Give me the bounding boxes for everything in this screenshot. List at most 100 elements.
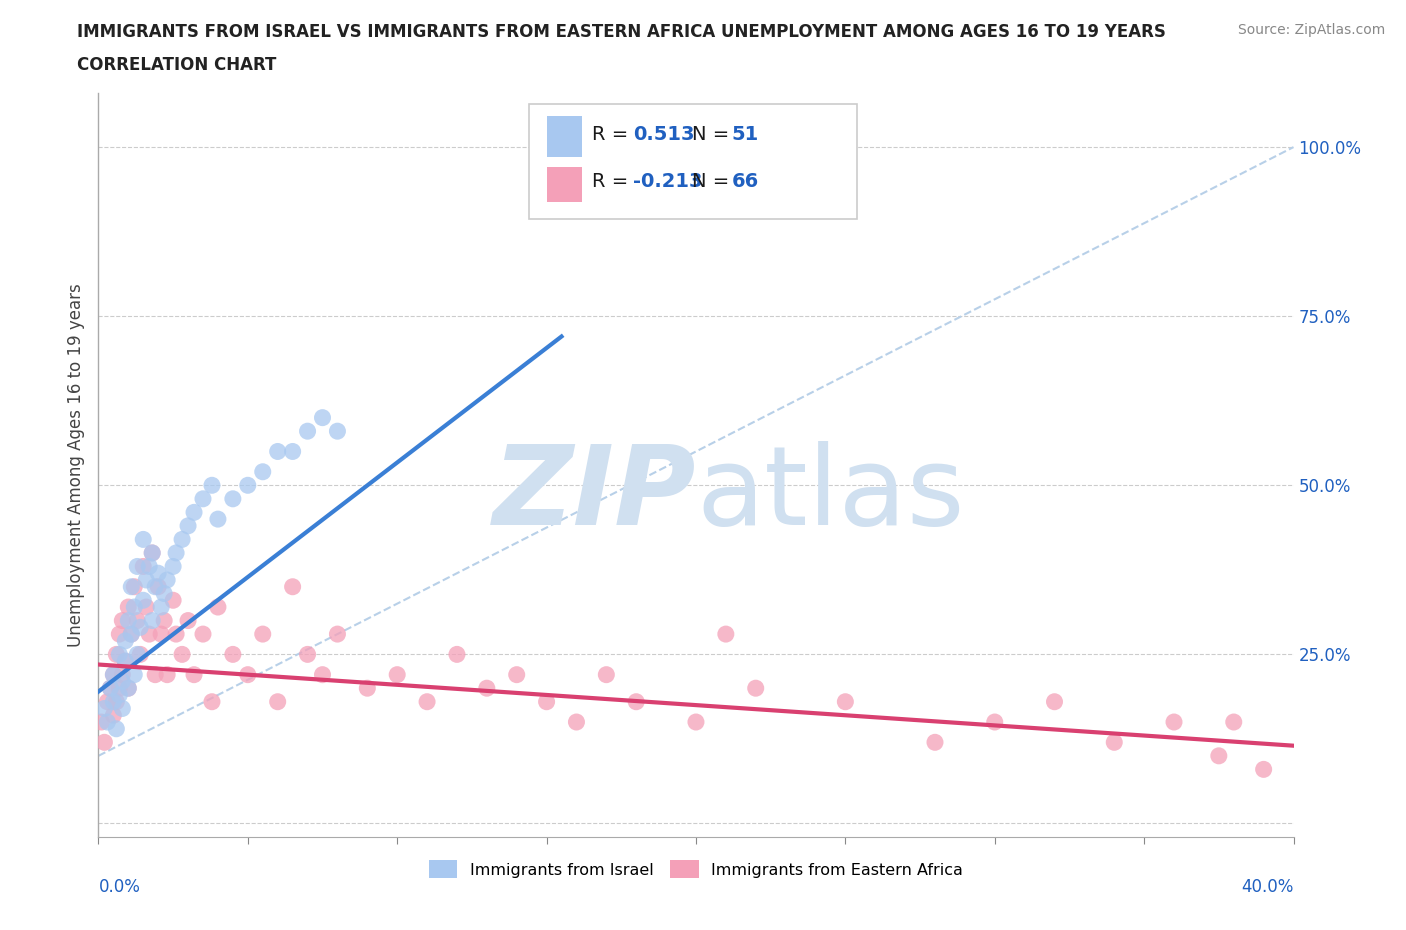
Bar [547,167,582,202]
Y-axis label: Unemployment Among Ages 16 to 19 years: Unemployment Among Ages 16 to 19 years [66,283,84,647]
Point [506,667,529,682]
Point [129,620,152,635]
Point [156,667,179,682]
Point [201,695,224,710]
Point [165,546,187,561]
Point [105,722,128,737]
Point [132,592,155,607]
Point [156,573,179,588]
Point [135,600,157,615]
Point [114,654,136,669]
Text: IMMIGRANTS FROM ISRAEL VS IMMIGRANTS FROM EASTERN AFRICA UNEMPLOYMENT AMONG AGES: IMMIGRANTS FROM ISRAEL VS IMMIGRANTS FRO… [77,23,1166,41]
Point [1253,762,1275,777]
Point [148,565,170,580]
Point [90,714,112,729]
Point [1208,749,1230,764]
Point [150,600,173,615]
Point [536,695,558,710]
Point [267,695,290,710]
Point [141,546,163,561]
Point [141,613,163,628]
Point [120,579,142,594]
Point [183,667,205,682]
Point [177,518,200,533]
Point [143,667,166,682]
Text: 0.0%: 0.0% [98,878,141,896]
Point [311,410,333,425]
Point [207,600,229,615]
Point [177,613,200,628]
Text: 40.0%: 40.0% [1241,878,1294,896]
Point [685,714,707,729]
Point [222,491,245,506]
Legend: Immigrants from Israel, Immigrants from Eastern Africa: Immigrants from Israel, Immigrants from … [422,854,970,884]
Text: -0.213: -0.213 [633,172,702,192]
Point [124,600,146,615]
Point [1104,735,1126,750]
Point [385,667,409,682]
Point [111,701,134,716]
Point [1043,695,1066,710]
Point [124,579,146,594]
Point [1163,714,1185,729]
Point [108,647,131,662]
Point [132,559,155,574]
Point [114,633,136,648]
Point [281,579,304,594]
Point [127,647,149,662]
Point [252,464,274,479]
Point [117,681,139,696]
Point [103,667,125,682]
Text: atlas: atlas [696,441,965,549]
Point [114,654,136,669]
Text: R =: R = [592,172,634,192]
Point [267,444,290,458]
Point [150,627,173,642]
Point [984,714,1007,729]
Point [127,613,149,628]
Point [311,667,333,682]
Point [475,681,498,696]
Point [640,160,662,175]
Point [745,681,768,696]
Point [103,708,125,723]
Point [416,695,439,710]
Point [714,627,737,642]
Point [111,674,134,689]
Point [132,532,155,547]
Point [207,512,229,526]
Point [98,681,122,696]
Point [105,695,128,710]
Point [103,695,125,710]
Point [924,735,946,750]
Text: R =: R = [592,125,634,144]
Point [595,667,617,682]
Point [252,627,274,642]
Point [191,491,214,506]
Bar [547,115,582,156]
Point [96,714,118,729]
Text: N =: N = [692,172,735,192]
Text: N =: N = [692,125,735,144]
Point [108,687,131,702]
Point [93,701,115,716]
Point [117,600,139,615]
Text: ZIP: ZIP [492,441,696,549]
Point [1223,714,1246,729]
Point [127,559,149,574]
Point [117,681,139,696]
Point [135,573,157,588]
Point [108,627,131,642]
Point [103,667,125,682]
Point [153,586,176,601]
Point [565,714,588,729]
Point [626,695,648,710]
Point [129,647,152,662]
Point [326,627,349,642]
Point [143,579,166,594]
Point [834,695,856,710]
Point [356,681,378,696]
Point [446,647,468,662]
Text: Source: ZipAtlas.com: Source: ZipAtlas.com [1237,23,1385,37]
Point [111,613,134,628]
